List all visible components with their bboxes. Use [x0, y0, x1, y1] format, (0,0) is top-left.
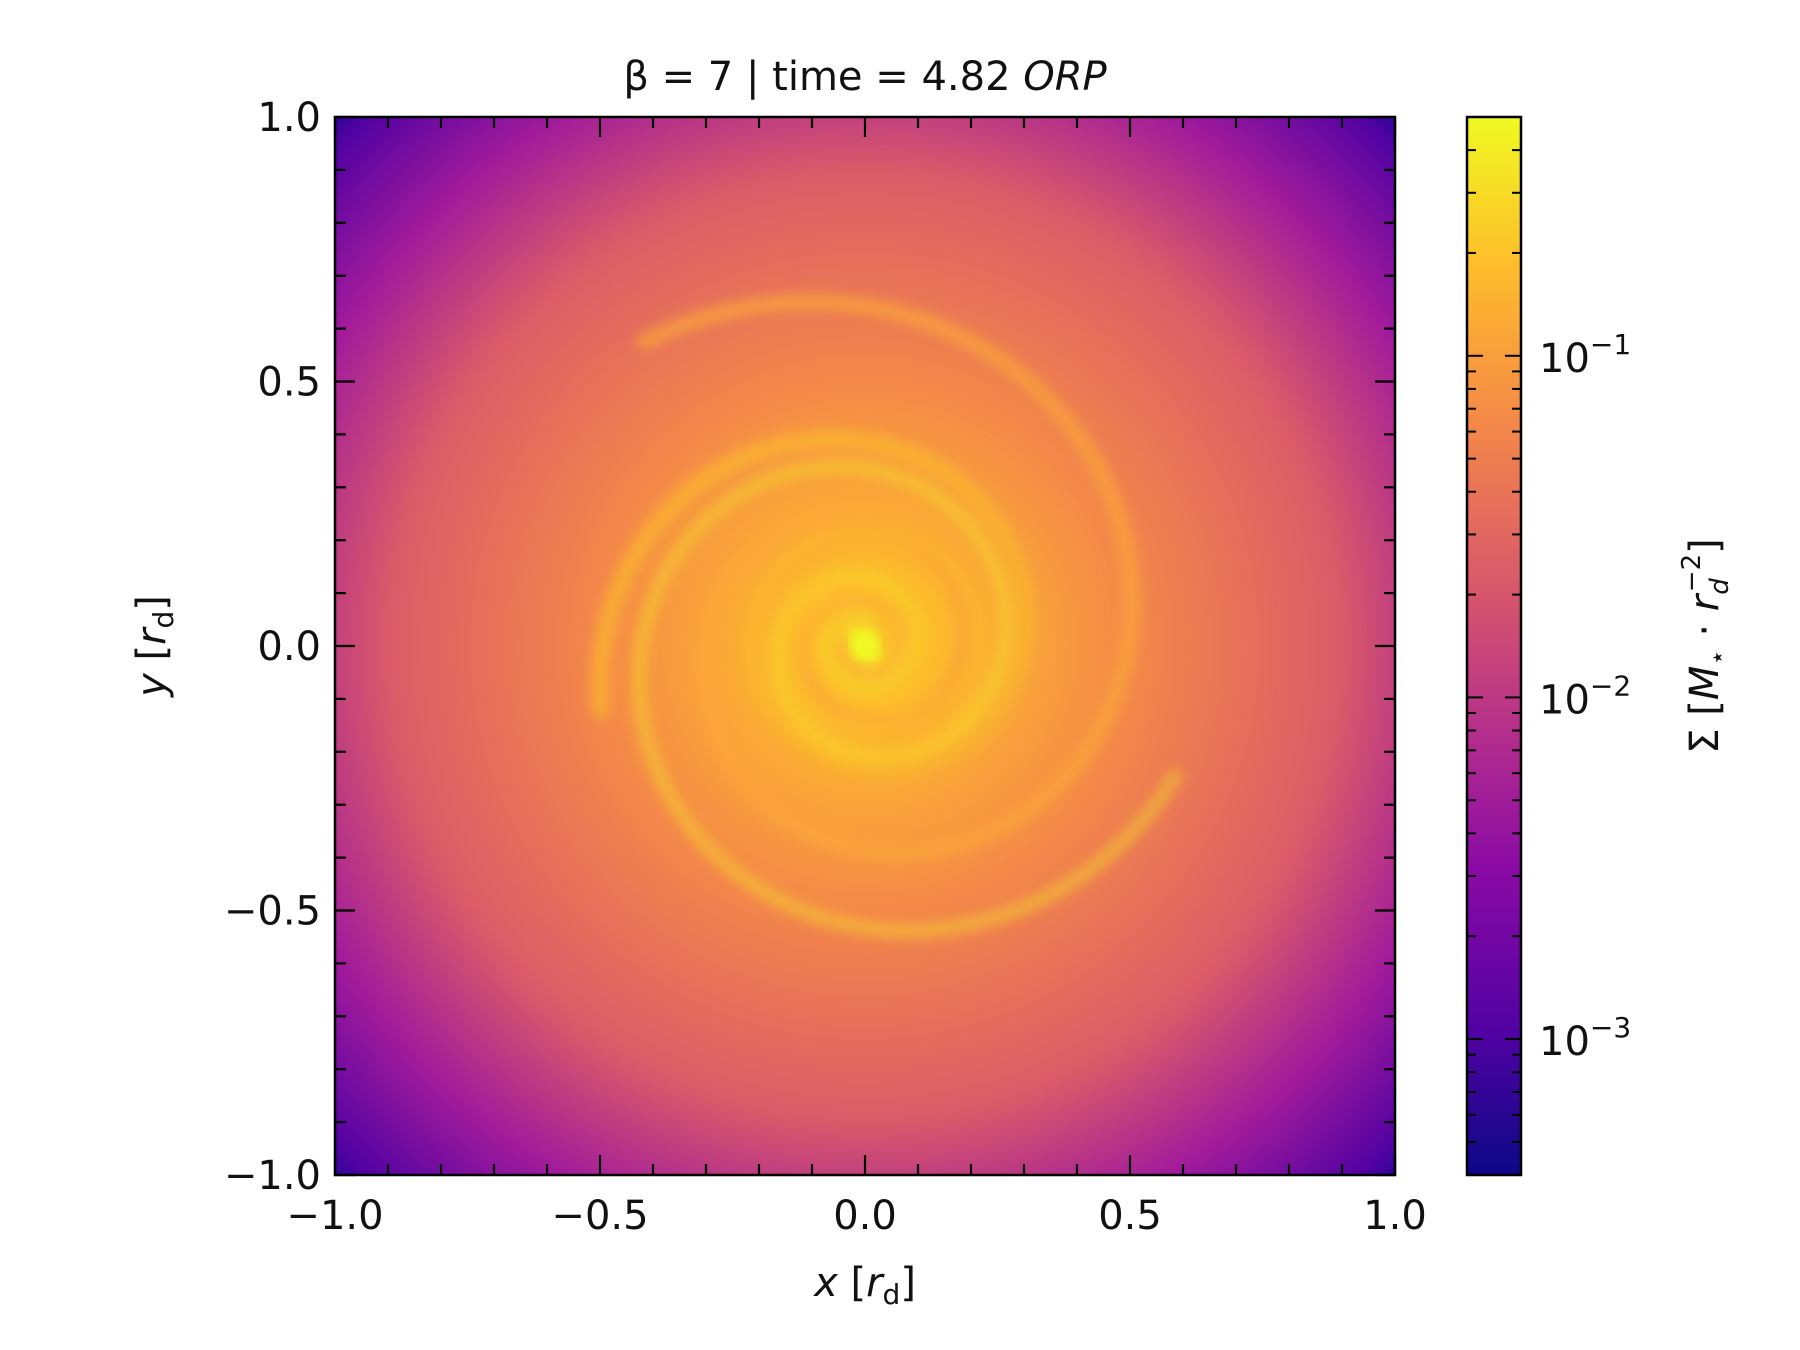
x-axis-ticks: −1.0 −0.5 0.0 0.5 1.0 [286, 117, 1427, 1239]
colorbar-tick-label: 10−2 [1539, 669, 1631, 723]
x-tick-label: 0.0 [833, 1193, 897, 1239]
y-tick-label: 0.5 [257, 360, 321, 406]
spiral-arm [632, 459, 1183, 938]
heatmap-image [335, 117, 1395, 1175]
x-tick-label: 1.0 [1363, 1193, 1427, 1239]
spiral-arms [590, 293, 1183, 938]
x-tick-label: −0.5 [551, 1193, 648, 1239]
y-axis-ticks: −1.0 −0.5 0.0 0.5 1.0 [224, 95, 1395, 1199]
density-ring [808, 588, 922, 702]
y-tick-label: −1.0 [224, 1153, 321, 1199]
colorbar-ticks: 10−3 10−2 10−1 [1467, 116, 1631, 1176]
colorbar-tick-label: 10−3 [1539, 1011, 1631, 1065]
x-tick-label: −1.0 [286, 1193, 383, 1239]
y-tick-label: −0.5 [224, 889, 321, 935]
x-tick-label: 0.5 [1098, 1193, 1162, 1239]
y-tick-label: 1.0 [257, 95, 321, 141]
chart-title: β = 7 | time = 4.82 ORP [623, 54, 1107, 100]
y-axis-label: y [rd] [129, 595, 180, 698]
y-tick-label: 0.0 [257, 624, 321, 670]
colorbar-label: Σ [M⋆ · rd−2] [1677, 538, 1735, 753]
density-ring [744, 524, 986, 766]
colorbar [1465, 115, 1523, 1177]
x-axis-label: x [rd] [812, 1260, 916, 1311]
density-ring [829, 609, 901, 681]
colorbar-tick-label: 10−1 [1539, 328, 1631, 382]
density-ring [781, 561, 949, 729]
